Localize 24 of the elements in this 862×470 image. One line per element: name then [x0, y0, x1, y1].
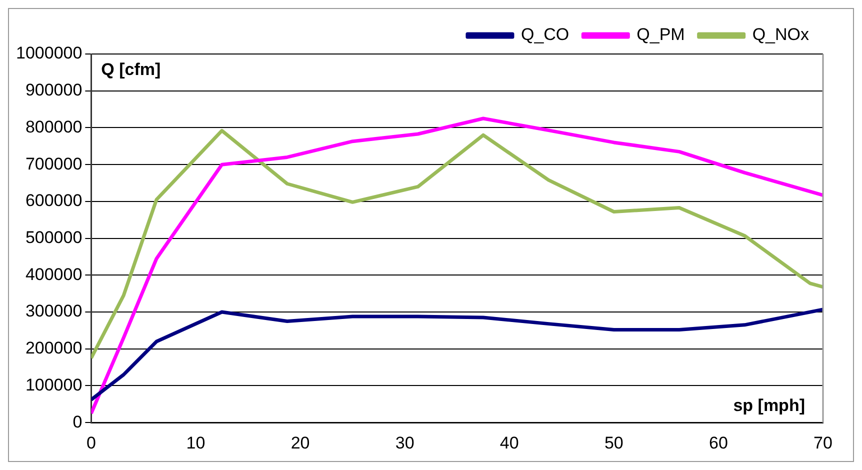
y-tick-label: 500000	[25, 228, 82, 247]
y-tick-label: 200000	[25, 338, 82, 358]
y-tick-label: 400000	[25, 264, 82, 284]
x-tick-label: 40	[500, 433, 519, 452]
x-tick-label: 0	[86, 433, 96, 452]
x-tick-label: 20	[290, 433, 310, 452]
y-tick-label: 300000	[25, 302, 82, 321]
legend-label: Q_PM	[636, 25, 685, 44]
legend-label: Q_NOx	[752, 25, 810, 44]
y-tick-label: 100000	[25, 375, 82, 394]
legend-label: Q_CO	[520, 25, 570, 44]
x-tick-label: 60	[708, 433, 728, 452]
y-tick-label: 1000000	[16, 44, 82, 63]
y-tick-label: 800000	[25, 117, 82, 136]
y-tick-label: 900000	[25, 80, 82, 100]
x-tick-label: 30	[395, 433, 414, 452]
x-tick-label: 50	[604, 433, 624, 452]
y-tick-label: 0	[72, 412, 82, 432]
x-axis-title: sp [mph]	[733, 396, 805, 415]
y-axis-title: Q [cfm]	[101, 60, 161, 80]
y-tick-label: 600000	[25, 191, 82, 210]
x-tick-label: 10	[186, 433, 206, 452]
y-tick-label: 700000	[25, 154, 82, 174]
x-tick-label: 70	[814, 433, 832, 452]
